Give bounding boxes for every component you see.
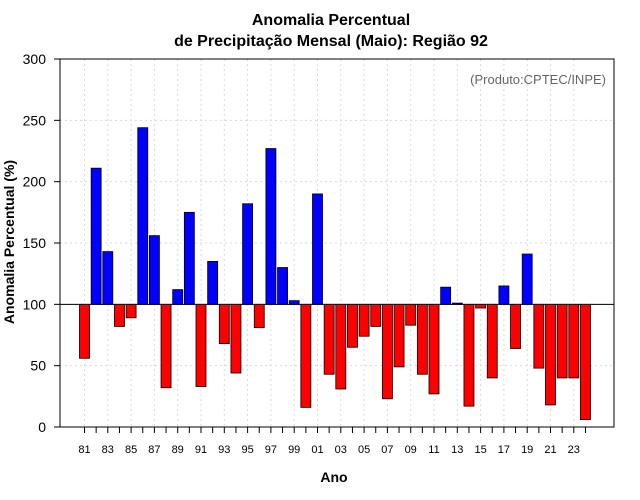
bar-1992 — [207, 260, 219, 305]
x-tick-label-1999: 99 — [288, 444, 300, 456]
y-tick-label-250: 250 — [23, 112, 47, 128]
bar-2023 — [568, 303, 580, 379]
bar-2019 — [521, 253, 533, 305]
bar-2009 — [405, 303, 417, 326]
bar-2000 — [300, 303, 312, 408]
bar-2007 — [381, 303, 393, 400]
bar-2012 — [440, 286, 452, 305]
bar-2024 — [580, 303, 591, 421]
bar-1988 — [160, 303, 172, 389]
bar-2022 — [556, 303, 568, 379]
bar-1989 — [172, 289, 184, 305]
x-tick-label-2003: 03 — [335, 444, 347, 456]
x-tick-label-2001: 01 — [311, 444, 323, 456]
bar-1983 — [102, 251, 114, 305]
bar-2004 — [347, 303, 358, 348]
y-tick-label-50: 50 — [30, 358, 46, 374]
x-tick-label-2013: 13 — [451, 444, 463, 456]
x-tick-label-1995: 95 — [241, 444, 253, 456]
x-tick-label-2015: 15 — [474, 444, 486, 456]
bar-2008 — [393, 303, 405, 368]
bars — [79, 127, 591, 421]
x-tick-label-2019: 19 — [521, 444, 533, 456]
bar-1984 — [114, 303, 125, 327]
x-tick-label-1989: 89 — [172, 444, 184, 456]
x-tick-label-1997: 97 — [265, 444, 277, 456]
source-annotation: (Produto:CPTEC/INPE) — [470, 72, 606, 87]
bar-2017 — [498, 285, 510, 305]
x-tick-label-1991: 91 — [195, 444, 207, 456]
x-tick-label-1983: 83 — [102, 444, 114, 456]
x-tick-label-2005: 05 — [358, 444, 370, 456]
bar-1997 — [265, 148, 277, 305]
bar-1991 — [195, 303, 207, 387]
bar-1994 — [230, 303, 242, 374]
bar-2014 — [463, 303, 475, 407]
x-tick-label-2023: 23 — [568, 444, 580, 456]
bar-1998 — [277, 267, 288, 305]
bar-2015 — [475, 303, 487, 309]
x-axis-label: Ano — [320, 469, 347, 485]
bar-2002 — [323, 303, 335, 375]
y-tick-label-200: 200 — [23, 174, 47, 190]
x-tick-label-2011: 11 — [428, 444, 439, 456]
bar-2006 — [370, 303, 382, 327]
y-tick-label-150: 150 — [23, 235, 47, 251]
x-tick-label-1985: 85 — [125, 444, 137, 456]
bar-1985 — [125, 303, 137, 319]
bar-2020 — [533, 303, 545, 369]
x-tick-label-2017: 17 — [498, 444, 510, 456]
y-axis: 0 50 100 150 200 250 300 — [23, 51, 60, 435]
bar-1990 — [183, 211, 195, 305]
bar-2018 — [510, 303, 521, 349]
bar-1987 — [148, 235, 160, 305]
x-tick-label-1981: 81 — [78, 444, 90, 456]
bar-2005 — [358, 303, 370, 337]
bar-1996 — [253, 303, 265, 329]
x-tick-label-2009: 09 — [405, 444, 417, 456]
x-tick-label-2021: 21 — [544, 444, 556, 456]
bar-2010 — [416, 303, 428, 375]
bar-1993 — [218, 303, 230, 344]
chart-title-line2: de Precipitação Mensal (Maio): Região 92 — [174, 33, 488, 50]
chart-title-line1: Anomalia Percentual — [252, 12, 410, 29]
bar-1981 — [79, 303, 90, 359]
y-tick-label-0: 0 — [38, 419, 46, 435]
bar-1986 — [137, 127, 149, 305]
x-axis: 81 83 85 87 89 91 93 95 97 99 01 03 05 07 09 11 13 15 17 19… — [78, 427, 586, 456]
x-tick-label-1993: 93 — [218, 444, 230, 456]
bar-1999 — [288, 300, 300, 305]
x-tick-label-1987: 87 — [148, 444, 160, 456]
y-tick-label-300: 300 — [23, 51, 47, 67]
bar-1982 — [90, 167, 102, 305]
y-tick-label-100: 100 — [23, 296, 47, 312]
bar-2011 — [428, 303, 440, 395]
bar-1995 — [242, 203, 254, 305]
bar-2021 — [545, 303, 556, 406]
bar-2016 — [486, 303, 498, 379]
bar-2003 — [335, 303, 347, 390]
bar-2001 — [312, 193, 323, 305]
x-tick-label-2007: 07 — [381, 444, 393, 456]
y-axis-label: Anomalia Percentual (%) — [1, 160, 17, 324]
